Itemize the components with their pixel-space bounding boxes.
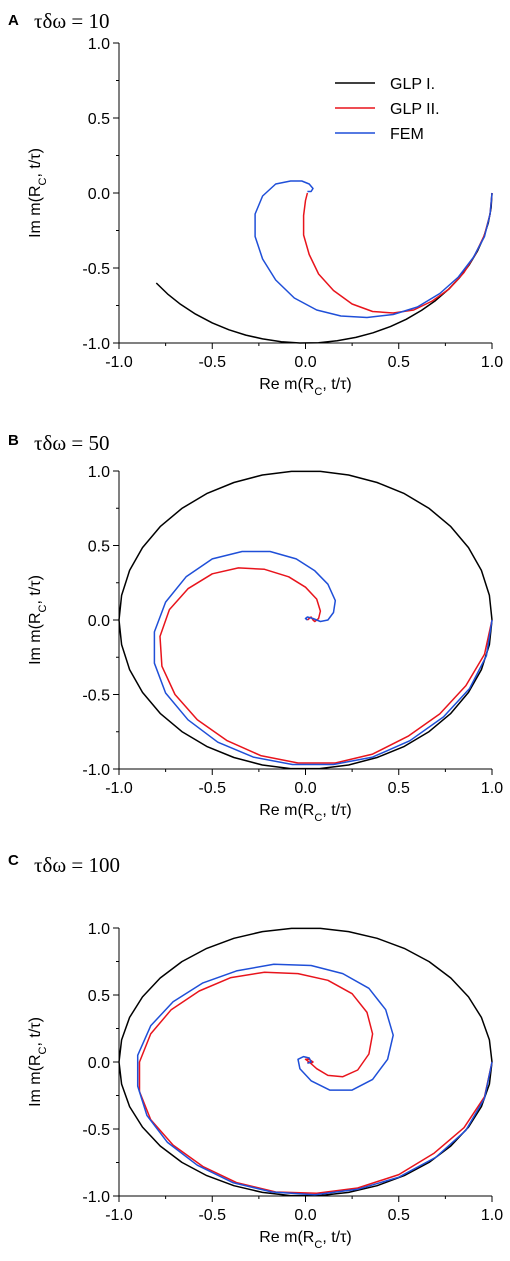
y-tick-label: 0.0 <box>88 1055 110 1072</box>
x-tick-label: 1.0 <box>481 354 503 371</box>
x-tick-label: 0.5 <box>388 1207 410 1224</box>
x-tick-label: -1.0 <box>105 1207 133 1224</box>
panel-title: τδω = 50 <box>34 431 110 455</box>
y-tick-label: 0.5 <box>88 539 110 556</box>
panel-title: τδω = 10 <box>34 9 110 33</box>
panel-letter: C <box>8 852 19 869</box>
x-tick-label: -0.5 <box>198 780 226 797</box>
y-tick-label: 1.0 <box>88 464 110 481</box>
x-tick-label: -1.0 <box>105 780 133 797</box>
y-tick-label: -0.5 <box>82 261 110 278</box>
y-axis-label: Im m(RC, t/τ) <box>27 1017 49 1107</box>
series-line-fem <box>153 550 493 766</box>
series-line-fem <box>254 180 493 319</box>
panel-letter: A <box>8 12 19 29</box>
series-line-fem <box>136 963 493 1196</box>
x-tick-label: -0.5 <box>198 1207 226 1224</box>
y-tick-label: 0.0 <box>88 613 110 630</box>
legend-label: GLP I. <box>390 76 435 93</box>
y-tick-label: -1.0 <box>82 1189 110 1206</box>
panel-letter: B <box>8 432 19 449</box>
legend: GLP I. GLP II. FEM <box>335 76 440 143</box>
y-axis-label: Im m(RC, t/τ) <box>27 575 49 665</box>
series-line-glp-i <box>155 192 493 344</box>
y-axis-label: Im m(RC, t/τ) <box>27 148 49 238</box>
y-tick-label: 1.0 <box>88 921 110 938</box>
x-tick-label: 1.0 <box>481 1207 503 1224</box>
x-tick-label: -1.0 <box>105 354 133 371</box>
legend-label: FEM <box>390 126 424 143</box>
y-tick-label: 0.5 <box>88 988 110 1005</box>
y-tick-label: -0.5 <box>82 1122 110 1139</box>
y-tick-label: 0.0 <box>88 186 110 203</box>
x-tick-label: 0.0 <box>294 354 316 371</box>
x-tick-label: 0.0 <box>294 780 316 797</box>
legend-label: GLP II. <box>390 101 440 118</box>
x-axis-label: Re m(RC, t/τ) <box>259 1229 352 1251</box>
y-tick-label: 0.5 <box>88 111 110 128</box>
x-tick-label: 0.5 <box>388 780 410 797</box>
series-line-glp-i <box>118 927 493 1197</box>
x-axis-label: Re m(RC, t/τ) <box>259 802 352 824</box>
x-tick-label: 0.5 <box>388 354 410 371</box>
y-tick-label: -0.5 <box>82 688 110 705</box>
series-line-glp-i <box>118 470 493 770</box>
x-tick-label: -0.5 <box>198 354 226 371</box>
x-tick-label: 0.0 <box>294 1207 316 1224</box>
panel-title: τδω = 100 <box>34 853 120 877</box>
y-tick-label: 1.0 <box>88 36 110 53</box>
series-line-glp-ii <box>159 567 493 764</box>
y-tick-label: -1.0 <box>82 336 110 353</box>
series-line-glp-ii <box>138 971 493 1195</box>
series-line-glp-ii <box>302 192 493 314</box>
y-tick-label: -1.0 <box>82 762 110 779</box>
x-axis-label: Re m(RC, t/τ) <box>259 376 352 398</box>
x-tick-label: 1.0 <box>481 780 503 797</box>
